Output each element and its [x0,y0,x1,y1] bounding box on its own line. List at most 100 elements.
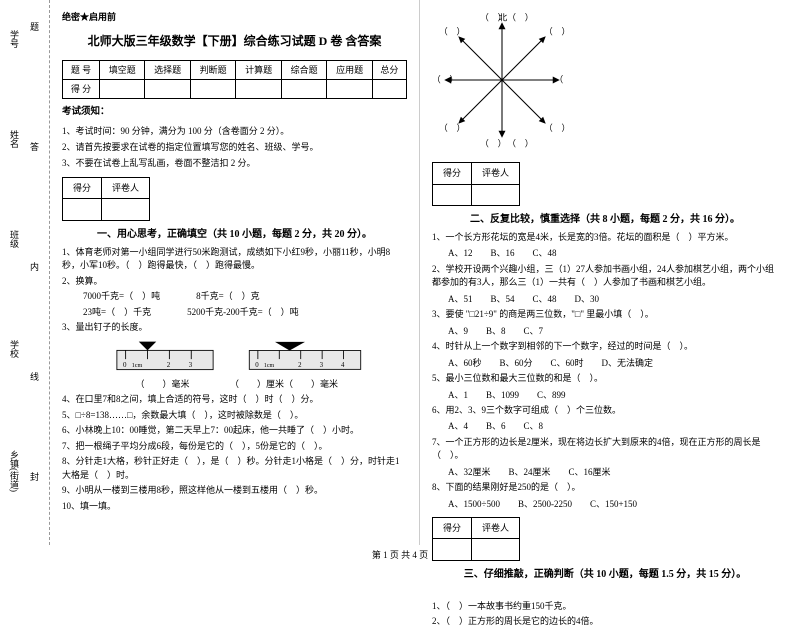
opts: A、60秒B、60分C、60时D、无法确定 [448,356,778,370]
score-table: 题 号 填空题 选择题 判断题 计算题 综合题 应用题 总分 得 分 [62,60,407,100]
opts: A、12B、16C、48 [448,246,778,260]
q: 2、学校开设两个兴趣小组，三（1）27人参加书画小组，24人参加棋艺小组，两个小… [432,263,778,290]
side-label-id: 学号 [8,30,21,48]
q: 5、最小三位数和最大三位数的和是（ ）。 [432,372,778,386]
grader-box-2: 得分评卷人 [432,162,520,206]
cell [327,79,372,98]
ruler-1: 0 1cm 2 3 [105,339,225,374]
hdr: 计算题 [236,60,281,79]
q: 3、要使 "□21÷9" 的商是两三位数，"□" 里最小填（ ）。 [432,308,778,322]
q: 7000千克=（ ）吨 8千克=（ ）克 [74,290,407,304]
cell [281,79,326,98]
ruler-figures: 0 1cm 2 3 0 1cm 2 3 4 [62,339,407,374]
opts: A、4B、6C、8 [448,419,778,433]
grader-person: 评卷人 [102,177,150,198]
right-column: （ ）北（ ） （ ） （ ） （ ）（ ） （ ） （ ） （ ） （ ） 得… [420,0,790,545]
q: 7、把一根绳子平均分成6段，每份是它的（ ），5份是它的（ ）。 [62,440,407,454]
svg-text:1cm: 1cm [131,363,142,369]
ruler-2: 0 1cm 2 3 4 [245,339,365,374]
grader-person: 评卷人 [472,518,520,539]
hdr: 应用题 [327,60,372,79]
side-label-name: 姓名 [8,130,21,148]
svg-text:1cm: 1cm [263,362,274,368]
notice: 3、不要在试卷上乱写乱画，卷面不整洁扣 2 分。 [62,156,407,170]
cell [433,184,472,205]
hdr: 综合题 [281,60,326,79]
grader-box: 得分评卷人 [62,177,150,221]
hdr: 判断题 [190,60,235,79]
svg-text:0: 0 [123,361,127,369]
left-column: 绝密★启用前 北师大版三年级数学【下册】综合练习试题 D 卷 含答案 题 号 填… [50,0,420,545]
svg-text:3: 3 [319,361,323,368]
hdr: 选择题 [145,60,190,79]
content-area: 绝密★启用前 北师大版三年级数学【下册】综合练习试题 D 卷 含答案 题 号 填… [50,0,800,545]
cell: 得 分 [63,79,100,98]
q: 1、（ ）一本故事书约重150千克。 [432,600,778,614]
section-2-title: 二、反复比较，慎重选择（共 8 小题，每题 2 分，共 16 分）。 [432,212,778,228]
notice-heading: 考试须知： [62,105,407,120]
grader-score: 得分 [63,177,102,198]
cell [236,79,281,98]
q: 6、小林晚上10：00睡觉，第二天早上7：00起床，他一共睡了（ ）小时。 [62,424,407,438]
hdr: 总分 [372,60,406,79]
svg-text:0: 0 [255,361,259,368]
cell [102,199,150,220]
q: 3、量出钉子的长度。 [62,321,407,335]
cell [472,184,520,205]
svg-text:（ ）: （ ） [439,27,465,37]
svg-text:2: 2 [166,361,170,369]
svg-text:（ ）: （ ） [432,75,458,85]
svg-text:（ ）: （ ） [507,13,533,23]
svg-text:2: 2 [298,361,302,368]
hdr: 填空题 [99,60,144,79]
svg-text:（ ）: （ ） [544,123,570,133]
q: 8、下面的结果刚好是250的是（ ）。 [432,481,778,495]
north-label: 北 [499,13,508,23]
cell [145,79,190,98]
seal-char: 答 [30,140,39,153]
svg-text:（ ）: （ ） [439,123,465,133]
svg-text:4: 4 [341,361,345,368]
opts: A、32厘米B、24厘米C、16厘米 [448,465,778,479]
q: 23吨=（ ）千克 5200千克-200千克=（ ）吨 [74,306,407,320]
opts: A、9B、8C、7 [448,324,778,338]
q: 2、换算。 [62,275,407,289]
hdr: 题 号 [63,60,100,79]
grader-score: 得分 [433,518,472,539]
compass-diagram: （ ）北（ ） （ ） （ ） （ ）（ ） （ ） （ ） （ ） （ ） [432,10,572,150]
q: 6、用2、3、9三个数字可组成（ ）个三位数。 [432,404,778,418]
svg-text:（ ）: （ ） [555,75,573,85]
q: 8、分针走1大格，秒针正好走（ ），是（ ）秒。分针走1小格是（ ）分，时针走1… [62,455,407,482]
section-1-title: 一、用心思考，正确填空（共 10 小题，每题 2 分，共 20 分）。 [62,227,407,243]
opts: A、1B、1099C、899 [448,388,778,402]
opts: A、51B、54C、48D、30 [448,292,778,306]
q: 10、填一填。 [62,500,407,514]
seal-char: 题 [30,20,39,33]
seal-char: 封 [30,470,39,483]
confidential-mark: 绝密★启用前 [62,10,407,24]
q: 2、（ ）正方形的周长是它的边长的4倍。 [432,615,778,629]
q: 1、体育老师对第一小组同学进行50米跑测试，成绩如下小红9秒，小丽11秒，小明8… [62,246,407,273]
cell [372,79,406,98]
q: 1、一个长方形花坛的宽是4米，长是宽的3倍。花坛的面积是（ ）平方米。 [432,231,778,245]
cell [190,79,235,98]
svg-text:（ ）: （ ） [480,139,506,149]
binding-margin: 学号 姓名 班级 学校 乡镇(街道) 题 答 内 线 封 [0,0,50,545]
notice: 1、考试时间：90 分钟，满分为 100 分（含卷面分 2 分）。 [62,124,407,138]
cell [63,199,102,220]
q: 4、时针从上一个数字到相邻的下一个数字，经过的时间是（ ）。 [432,340,778,354]
svg-text:（ ）: （ ） [544,27,570,37]
q: 4、在口里7和8之间，填上合适的符号，这时（ ）时（ ）分。 [62,393,407,407]
exam-title: 北师大版三年级数学【下册】综合练习试题 D 卷 含答案 [62,32,407,51]
svg-text:3: 3 [188,361,192,369]
seal-char: 内 [30,260,39,273]
cell [99,79,144,98]
section-3-title: 三、仔细推敲，正确判断（共 10 小题，每题 1.5 分，共 15 分）。 [432,567,778,583]
q: （ ）毫米 （ ）厘米（ ）毫米 [62,378,407,392]
side-label-school: 学校 [8,340,21,358]
q: 7、一个正方形的边长是2厘米，现在将边长扩大到原来的4倍，现在正方形的周长是（ … [432,436,778,463]
side-label-class: 班级 [8,230,21,248]
q: 9、小明从一楼到三楼用8秒，照这样他从一楼到五楼用（ ）秒。 [62,484,407,498]
grader-person: 评卷人 [472,163,520,184]
seal-char: 线 [30,370,39,383]
